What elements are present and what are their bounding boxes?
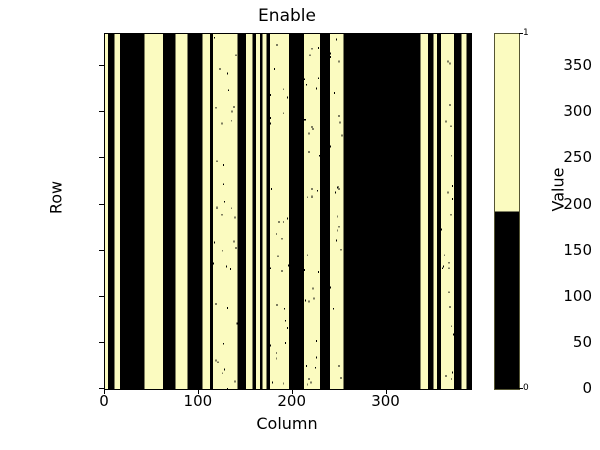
colorbar-tick-mark-top bbox=[519, 33, 523, 34]
x-tick-label: 0 bbox=[99, 392, 109, 410]
y-tick-mark bbox=[99, 249, 104, 251]
x-tick-mark bbox=[104, 389, 105, 394]
y-tick-mark bbox=[99, 157, 104, 159]
y-tick-mark bbox=[99, 388, 104, 389]
y-tick-label: 300 bbox=[563, 102, 592, 121]
y-tick-label: 50 bbox=[572, 332, 592, 351]
heatmap-axes[interactable] bbox=[104, 33, 472, 390]
y-tick-mark bbox=[99, 111, 104, 113]
x-tick-label: 100 bbox=[183, 392, 213, 410]
colorbar-gradient bbox=[495, 34, 519, 389]
y-tick-mark bbox=[99, 295, 104, 297]
y-tick-mark bbox=[99, 203, 104, 205]
y-tick-label: 200 bbox=[563, 194, 592, 213]
y-tick-label: 150 bbox=[563, 240, 592, 259]
x-tick-mark bbox=[291, 389, 293, 394]
x-axis-label: Column bbox=[256, 414, 318, 433]
heatmap-image bbox=[105, 34, 471, 389]
y-tick-label: 350 bbox=[563, 56, 592, 75]
y-tick-label: 0 bbox=[582, 379, 592, 397]
y-axis-label: Row bbox=[46, 180, 66, 215]
page-title: Enable bbox=[258, 6, 316, 26]
colorbar-tick-mark-bottom bbox=[519, 388, 523, 389]
y-tick-label: 250 bbox=[563, 148, 592, 167]
x-tick-mark bbox=[197, 389, 199, 394]
colorbar-label: Value bbox=[548, 167, 568, 212]
x-tick-mark bbox=[385, 389, 387, 394]
colorbar[interactable] bbox=[494, 33, 520, 390]
y-tick-mark bbox=[99, 65, 104, 67]
y-tick-label: 100 bbox=[563, 286, 592, 305]
x-tick-label: 200 bbox=[277, 392, 307, 410]
colorbar-tick-label-top: 1 bbox=[523, 28, 529, 38]
colorbar-tick-label-bottom: 0 bbox=[523, 383, 529, 393]
x-tick-label: 300 bbox=[371, 392, 400, 410]
y-tick-mark bbox=[99, 341, 104, 343]
